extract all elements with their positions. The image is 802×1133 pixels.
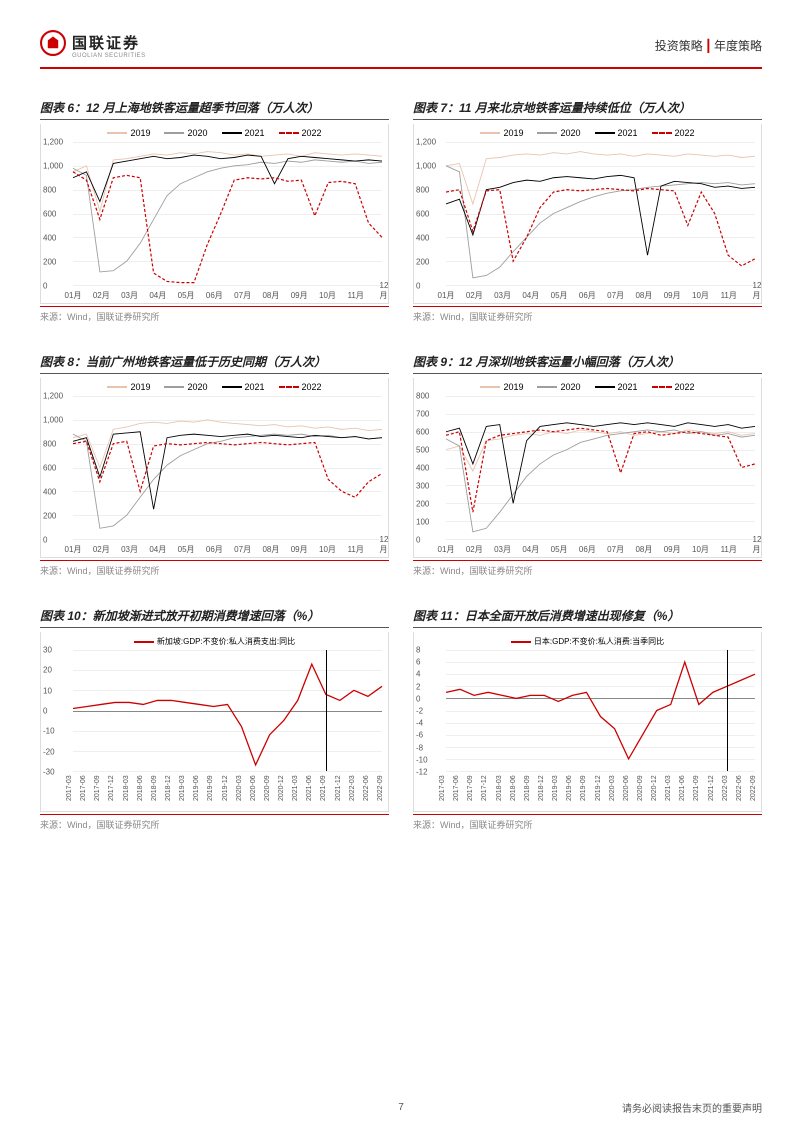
chart-6-source: 来源：Wind，国联证券研究所 <box>40 306 389 323</box>
chart-6-title: 图表 6：12 月上海地铁客运量超季节回落（万人次） <box>40 99 389 120</box>
footer-disclaimer: 请务必阅读报告末页的重要声明 <box>622 1100 762 1115</box>
chart-11: 图表 11：日本全面开放后消费增速出现修复（%） 日本:GDP:不变价:私人消费… <box>413 607 762 831</box>
logo-icon <box>40 30 66 61</box>
chart-9-title: 图表 9：12 月深圳地铁客运量小幅回落（万人次） <box>413 353 762 374</box>
chart-8-title: 图表 8：当前广州地铁客运量低于历史同期（万人次） <box>40 353 389 374</box>
doc-cat-text: 投资策略 <box>655 39 703 53</box>
doc-sub-text: 年度策略 <box>714 39 762 53</box>
chart-10-plot: 新加坡:GDP:不变价:私人消费支出:同比-30-20-100102030201… <box>40 632 389 812</box>
chart-8-source: 来源：Wind，国联证券研究所 <box>40 560 389 577</box>
logo-name-en: GUOLIAN SECURITIES <box>72 53 146 59</box>
chart-11-plot: 日本:GDP:不变价:私人消费:当季同比-12-10-8-6-4-2024682… <box>413 632 762 812</box>
page-footer: 7 请务必阅读报告末页的重要声明 <box>40 1100 762 1115</box>
doc-sep: ┃ <box>705 39 712 53</box>
chart-7-source: 来源：Wind，国联证券研究所 <box>413 306 762 323</box>
chart-6: 图表 6：12 月上海地铁客运量超季节回落（万人次） 2019202020212… <box>40 99 389 323</box>
chart-6-plot: 201920202021202202004006008001,0001,2000… <box>40 124 389 304</box>
chart-9-source: 来源：Wind，国联证券研究所 <box>413 560 762 577</box>
chart-8: 图表 8：当前广州地铁客运量低于历史同期（万人次） 20192020202120… <box>40 353 389 577</box>
chart-10-title: 图表 10：新加坡渐进式放开初期消费增速回落（%） <box>40 607 389 628</box>
company-logo: 国联证券 GUOLIAN SECURITIES <box>40 30 146 61</box>
chart-11-title: 图表 11：日本全面开放后消费增速出现修复（%） <box>413 607 762 628</box>
chart-10-source: 来源：Wind，国联证券研究所 <box>40 814 389 831</box>
chart-8-plot: 201920202021202202004006008001,0001,2000… <box>40 378 389 558</box>
chart-grid: 图表 6：12 月上海地铁客运量超季节回落（万人次） 2019202020212… <box>40 99 762 831</box>
chart-10: 图表 10：新加坡渐进式放开初期消费增速回落（%） 新加坡:GDP:不变价:私人… <box>40 607 389 831</box>
page-number: 7 <box>398 1102 404 1113</box>
doc-category: 投资策略┃年度策略 <box>655 37 762 54</box>
page-header: 国联证券 GUOLIAN SECURITIES 投资策略┃年度策略 <box>40 30 762 69</box>
chart-7: 图表 7：11 月来北京地铁客运量持续低位（万人次） 2019202020212… <box>413 99 762 323</box>
chart-7-plot: 201920202021202202004006008001,0001,2000… <box>413 124 762 304</box>
chart-7-title: 图表 7：11 月来北京地铁客运量持续低位（万人次） <box>413 99 762 120</box>
chart-11-source: 来源：Wind，国联证券研究所 <box>413 814 762 831</box>
logo-name-cn: 国联证券 <box>72 32 146 53</box>
chart-9: 图表 9：12 月深圳地铁客运量小幅回落（万人次） 20192020202120… <box>413 353 762 577</box>
chart-9-plot: 2019202020212022010020030040050060070080… <box>413 378 762 558</box>
